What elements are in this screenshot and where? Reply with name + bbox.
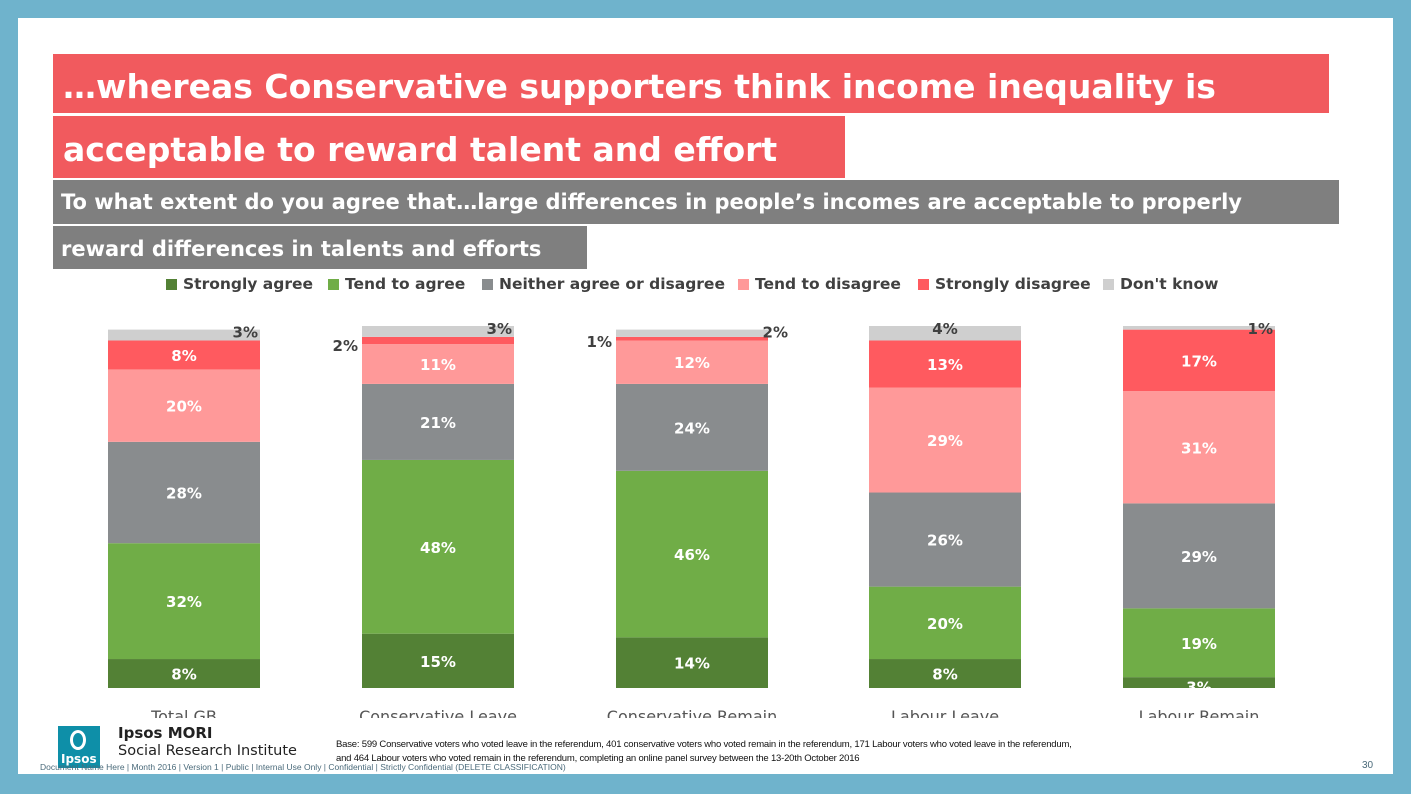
category-label: Total GB: [150, 707, 217, 718]
title-line-1: …whereas Conservative supporters think i…: [53, 54, 1329, 113]
data-label: 29%: [1181, 548, 1217, 566]
bar-segment-1-4: [108, 369, 260, 442]
data-label: 13%: [927, 356, 963, 374]
legend-swatch: [328, 279, 339, 290]
question-line-2: reward differences in talents and effort…: [53, 226, 587, 269]
org-name: Ipsos MORI: [118, 724, 213, 742]
category-label: Conservative Leave: [359, 707, 517, 718]
bar-segment-3-2: [616, 470, 768, 638]
bar-segment-1-1: [108, 659, 260, 688]
bar-segment-5-2: [1123, 608, 1275, 678]
data-label: 15%: [420, 653, 456, 671]
data-label: 14%: [674, 655, 710, 673]
bar-segment-3-6: [616, 329, 768, 337]
data-label: 29%: [927, 432, 963, 450]
data-label: 8%: [932, 666, 957, 684]
bar-segment-3-5: [616, 336, 768, 341]
data-label: 17%: [1181, 352, 1217, 370]
question-line-1: To what extent do you agree that…large d…: [53, 180, 1339, 224]
bar-segment-2-6: [362, 326, 514, 337]
bar-segment-4-3: [869, 492, 1021, 587]
category-label: Conservative Remain: [607, 707, 777, 718]
legend-swatch: [918, 279, 929, 290]
legend-swatch: [738, 279, 749, 290]
legend-label: Tend to agree: [345, 275, 465, 293]
legend-label: Don't know: [1120, 275, 1218, 293]
data-label: 46%: [674, 546, 710, 564]
bar-segment-1-6: [108, 329, 260, 341]
legend-label: Strongly agree: [183, 275, 313, 293]
data-label: 3%: [1186, 679, 1211, 697]
data-label: 24%: [674, 419, 710, 437]
data-label: 20%: [166, 398, 202, 416]
data-label: 8%: [171, 347, 196, 365]
bar-segment-2-2: [362, 459, 514, 634]
category-label: Labour Remain: [1139, 707, 1260, 718]
bar-segment-3-3: [616, 383, 768, 471]
bar-segment-2-3: [362, 383, 514, 460]
bar-segment-4-5: [869, 340, 1021, 388]
data-label: 1%: [1248, 320, 1273, 338]
data-label: 3%: [233, 324, 258, 342]
data-label: 21%: [420, 414, 456, 432]
bar-segment-2-4: [362, 344, 514, 384]
data-label: 2%: [763, 324, 788, 342]
data-label: 32%: [166, 593, 202, 611]
legend-swatch: [166, 279, 177, 290]
bar-segment-3-1: [616, 637, 768, 688]
data-label: 8%: [171, 666, 196, 684]
legend-label: Neither agree or disagree: [499, 275, 725, 293]
data-label: 1%: [587, 333, 612, 351]
data-label: 11%: [420, 356, 456, 374]
page-number: 30: [1362, 760, 1374, 771]
data-label: 3%: [487, 320, 512, 338]
data-label: 20%: [927, 615, 963, 633]
bar-segment-4-4: [869, 387, 1021, 493]
data-label: 26%: [927, 532, 963, 550]
legend-label: Strongly disagree: [935, 275, 1091, 293]
bar-segment-5-1: [1123, 677, 1275, 688]
data-label: 48%: [420, 539, 456, 557]
bar-segment-1-2: [108, 543, 260, 660]
data-label: 4%: [932, 320, 957, 338]
bar-segment-2-5: [362, 336, 514, 345]
slide: …whereas Conservative supporters think i…: [18, 18, 1393, 774]
data-label: 31%: [1181, 439, 1217, 457]
stacked-bar-chart: 8% 32% 28% 20% 8% 3% Total GB 15% 48% 21% 11% 2% 3% C…: [108, 275, 1275, 718]
base-note-line-1: Base: 599 Conservative voters who voted …: [336, 739, 1072, 750]
legend-label: Tend to disagree: [755, 275, 901, 293]
data-label: 2%: [333, 337, 358, 355]
legend-swatch: [1103, 279, 1114, 290]
category-label: Labour Leave: [891, 707, 999, 718]
org-subtitle: Social Research Institute: [118, 743, 297, 759]
bar-segment-1-3: [108, 441, 260, 544]
title-line-2: acceptable to reward talent and effort: [53, 116, 845, 178]
bar-segment-3-4: [616, 340, 768, 384]
bar-segment-4-2: [869, 586, 1021, 660]
legend-swatch: [482, 279, 493, 290]
bar-segment-5-3: [1123, 503, 1275, 609]
bar-segment-2-1: [362, 633, 514, 688]
data-label: 19%: [1181, 635, 1217, 653]
bar-segment-4-1: [869, 659, 1021, 688]
bar-segment-5-5: [1123, 329, 1275, 392]
data-label: 12%: [674, 354, 710, 372]
bar-segment-1-5: [108, 340, 260, 370]
bar-segment-5-4: [1123, 391, 1275, 504]
bar-segment-5-6: [1123, 326, 1275, 330]
base-note-line-2: and 464 Labour voters who voted remain i…: [336, 753, 860, 764]
data-label: 28%: [166, 485, 202, 503]
footer-classification: Document Name Here | Month 2016 | Versio…: [40, 762, 566, 772]
bar-segment-4-6: [869, 326, 1021, 341]
ipsos-logo-icon: Ipsos: [58, 726, 100, 768]
